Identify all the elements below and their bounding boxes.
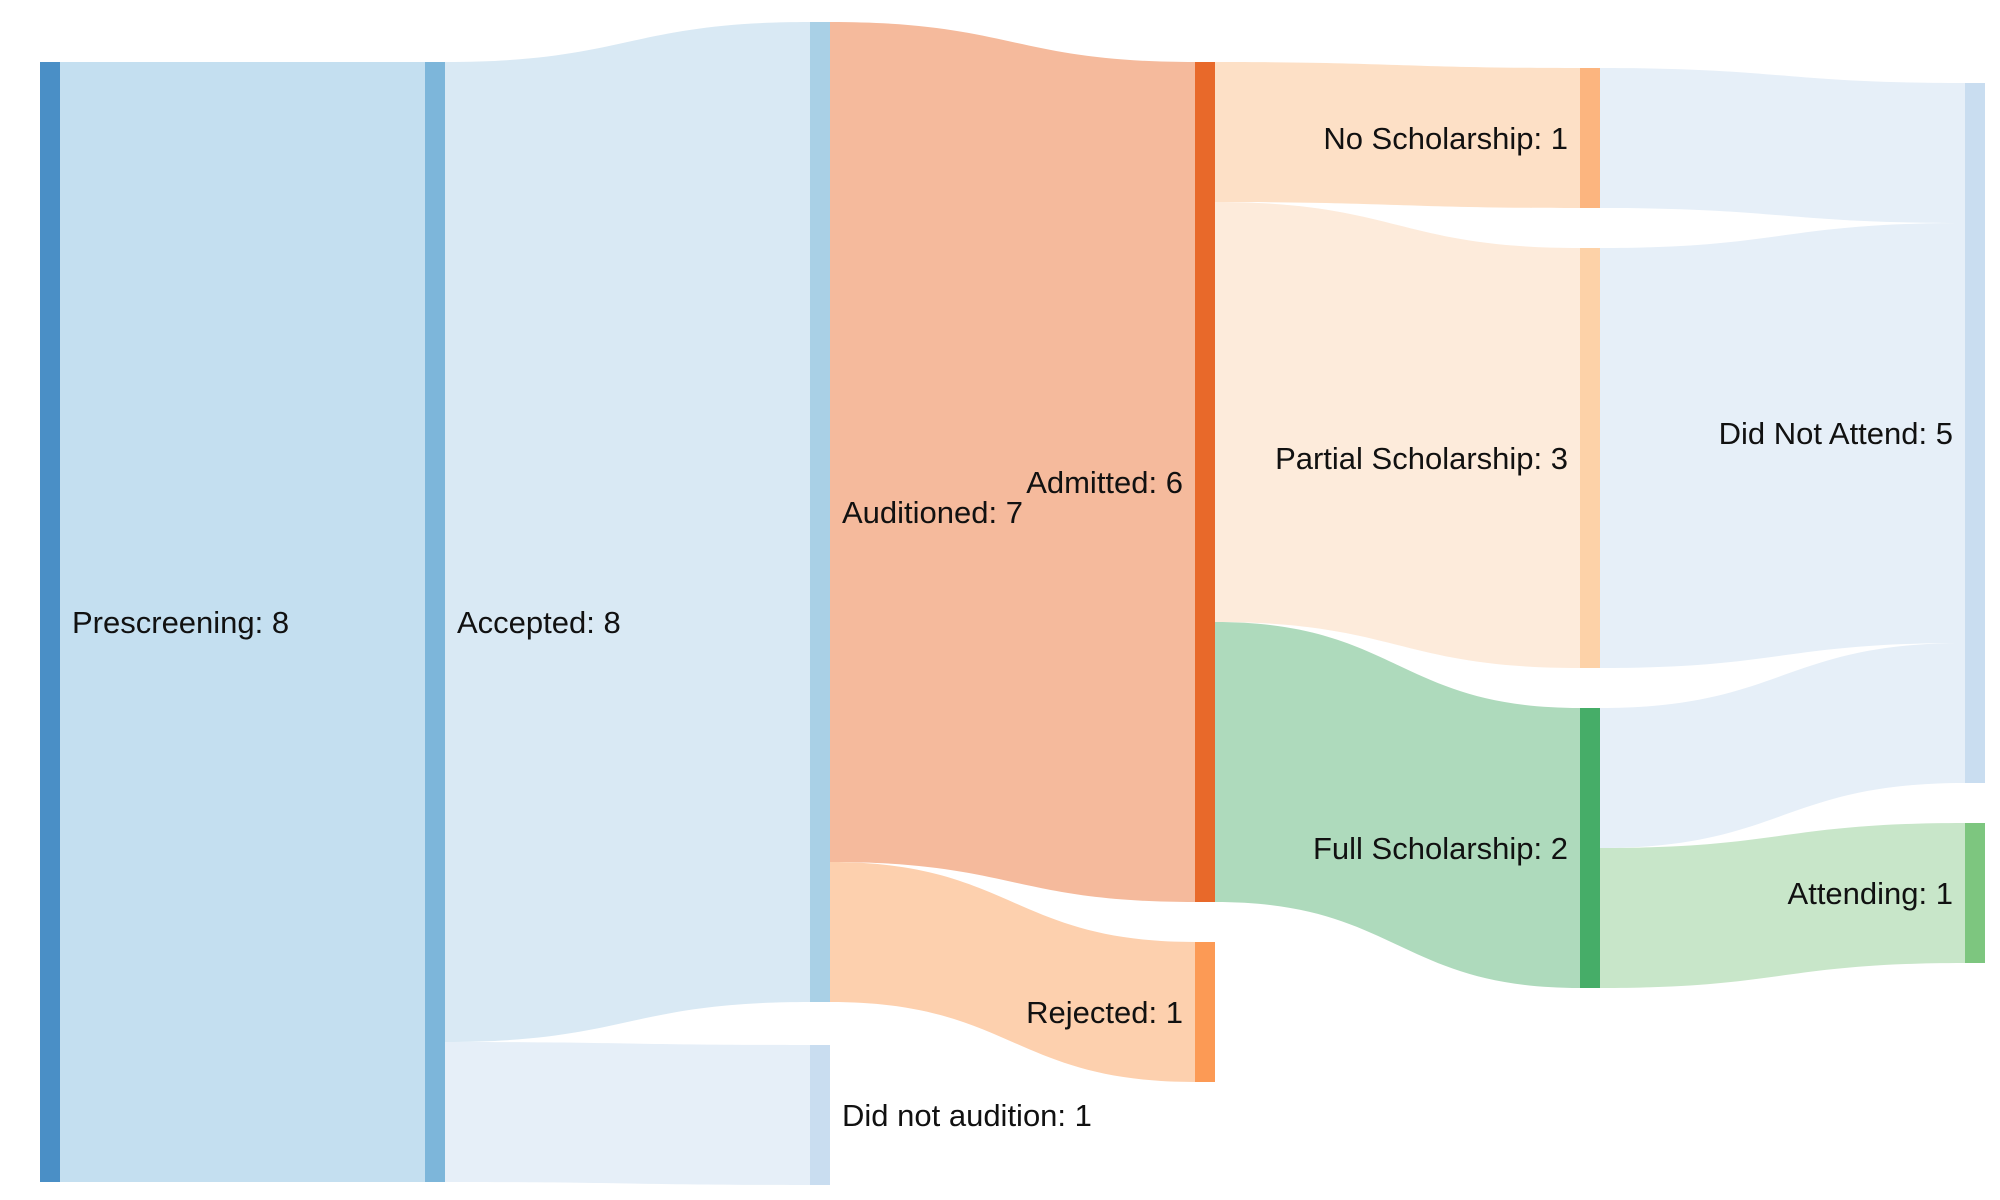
link-full_scholarship-to-attending[interactable] <box>1600 823 1965 988</box>
node-attending[interactable] <box>1965 823 1985 963</box>
link-admitted-to-no_scholarship[interactable] <box>1215 62 1580 208</box>
link-auditioned-to-admitted[interactable] <box>830 22 1195 902</box>
node-prescreening[interactable] <box>40 62 60 1182</box>
node-label-did-not-attend: Did Not Attend: 5 <box>1719 416 1953 451</box>
link-auditioned-to-rejected[interactable] <box>830 862 1195 1082</box>
node-full-scholarship[interactable] <box>1580 708 1600 988</box>
node-label-accepted: Accepted: 8 <box>457 605 621 640</box>
node-admitted[interactable] <box>1195 62 1215 902</box>
node-label-auditioned: Auditioned: 7 <box>842 495 1023 530</box>
node-label-no-scholarship: No Scholarship: 1 <box>1323 121 1568 156</box>
node-label-admitted: Admitted: 6 <box>1026 465 1183 500</box>
node-label-partial-scholarship: Partial Scholarship: 3 <box>1275 441 1568 476</box>
node-auditioned[interactable] <box>810 22 830 1002</box>
link-partial_scholarship-to-did_not_attend[interactable] <box>1600 223 1965 668</box>
node-no-scholarship[interactable] <box>1580 68 1600 208</box>
node-accepted[interactable] <box>425 62 445 1182</box>
nodes-layer <box>40 22 1985 1185</box>
link-full_scholarship-to-did_not_attend[interactable] <box>1600 643 1965 848</box>
link-no_scholarship-to-did_not_attend[interactable] <box>1600 68 1965 223</box>
labels-layer: Prescreening: 8 Accepted: 8 Auditioned: 7 D… <box>72 121 1953 1133</box>
link-accepted-to-did_not_audition[interactable] <box>445 1042 810 1185</box>
node-label-rejected: Rejected: 1 <box>1026 995 1183 1030</box>
node-rejected[interactable] <box>1195 942 1215 1082</box>
node-label-prescreening: Prescreening: 8 <box>72 605 289 640</box>
node-label-attending: Attending: 1 <box>1788 876 1953 911</box>
link-prescreening-to-accepted[interactable] <box>60 62 425 1182</box>
links-layer <box>60 22 1965 1185</box>
link-admitted-to-partial_scholarship[interactable] <box>1215 202 1580 668</box>
node-partial-scholarship[interactable] <box>1580 248 1600 668</box>
link-admitted-to-full_scholarship[interactable] <box>1215 622 1580 988</box>
node-label-did-not-audition: Did not audition: 1 <box>842 1098 1092 1133</box>
link-accepted-to-auditioned[interactable] <box>445 22 810 1042</box>
node-did-not-attend[interactable] <box>1965 83 1985 783</box>
node-did-not-audition[interactable] <box>810 1045 830 1185</box>
node-label-full-scholarship: Full Scholarship: 2 <box>1313 831 1568 866</box>
